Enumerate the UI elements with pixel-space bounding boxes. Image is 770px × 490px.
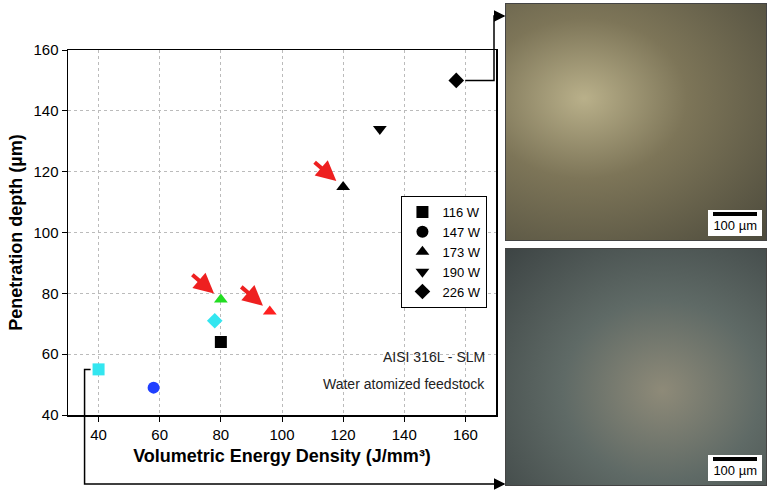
svg-text:80: 80	[42, 285, 59, 302]
svg-text:160: 160	[33, 41, 58, 58]
svg-text:60: 60	[42, 345, 59, 362]
svg-text:60: 60	[151, 426, 168, 443]
svg-text:160: 160	[453, 426, 478, 443]
svg-text:Water atomized feedstock: Water atomized feedstock	[323, 376, 485, 392]
svg-text:AISI 316L - SLM: AISI 316L - SLM	[383, 349, 485, 365]
svg-text:100: 100	[269, 426, 294, 443]
html-text:100 µm: 100 µm	[713, 463, 757, 478]
svg-text:Penetration depth (µm): Penetration depth (µm)	[6, 134, 26, 330]
svg-text:Volumetric Energy Density (J/m: Volumetric Energy Density (J/mm³)	[133, 446, 431, 466]
svg-text:40: 40	[42, 406, 59, 423]
svg-text:100: 100	[33, 224, 58, 241]
svg-text:140: 140	[392, 426, 417, 443]
svg-text:80: 80	[213, 426, 230, 443]
svg-text:147 W: 147 W	[442, 225, 480, 240]
svg-text:173 W: 173 W	[442, 245, 480, 260]
html-text:100 µm: 100 µm	[713, 218, 757, 233]
svg-text:190 W: 190 W	[442, 265, 480, 280]
svg-text:140: 140	[33, 102, 58, 119]
svg-text:226 W: 226 W	[442, 285, 480, 300]
svg-text:40: 40	[90, 426, 107, 443]
svg-text:116 W: 116 W	[442, 205, 479, 220]
svg-text:120: 120	[33, 163, 58, 180]
svg-text:120: 120	[331, 426, 356, 443]
